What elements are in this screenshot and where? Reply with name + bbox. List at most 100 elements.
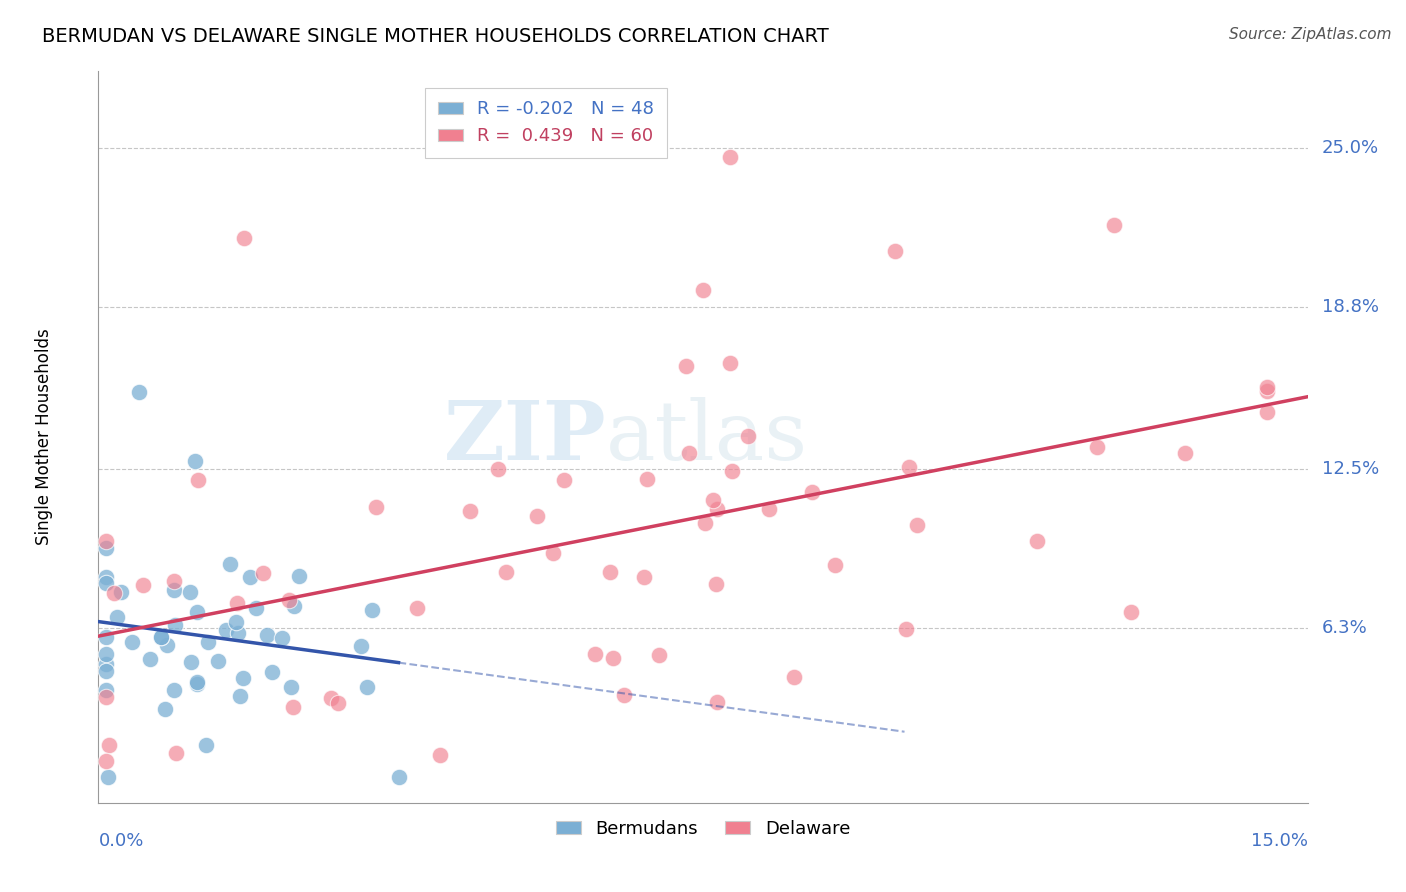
Point <box>356 681 378 695</box>
Point <box>693 516 716 531</box>
Point <box>245 600 267 615</box>
Point <box>1026 534 1049 549</box>
Point <box>232 671 254 685</box>
Point <box>96 657 118 671</box>
Point <box>718 356 741 370</box>
Text: Single Mother Households: Single Mother Households <box>35 329 53 545</box>
Point <box>361 603 384 617</box>
Point <box>647 648 669 662</box>
Point <box>121 635 143 649</box>
Legend: Bermudans, Delaware: Bermudans, Delaware <box>548 813 858 845</box>
Point <box>737 429 759 443</box>
Point <box>1256 404 1278 418</box>
Point <box>271 632 294 646</box>
Point <box>256 628 278 642</box>
Point <box>692 283 714 297</box>
Point <box>156 638 179 652</box>
Point <box>132 578 155 592</box>
Point <box>163 618 186 632</box>
Text: atlas: atlas <box>606 397 808 477</box>
Point <box>165 746 187 760</box>
Point <box>553 473 575 487</box>
Point <box>228 626 250 640</box>
Point <box>150 630 173 644</box>
Point <box>458 504 481 518</box>
Point <box>1256 384 1278 398</box>
Text: 6.3%: 6.3% <box>1322 619 1368 637</box>
Point <box>187 473 209 487</box>
Point <box>321 690 343 705</box>
Point <box>179 584 201 599</box>
Point <box>429 747 451 762</box>
Point <box>96 570 118 584</box>
Point <box>1085 441 1108 455</box>
Point <box>98 738 121 752</box>
Point <box>226 597 249 611</box>
Point <box>180 655 202 669</box>
Point <box>894 623 917 637</box>
Point <box>800 484 823 499</box>
Point <box>228 689 250 703</box>
Point <box>252 566 274 580</box>
Point <box>718 150 741 164</box>
Point <box>406 601 429 615</box>
Point <box>602 650 624 665</box>
Point <box>720 464 742 478</box>
Point <box>613 688 636 702</box>
Point <box>702 492 724 507</box>
Point <box>281 699 304 714</box>
Point <box>1174 446 1197 460</box>
Point <box>197 635 219 649</box>
Point <box>364 500 387 515</box>
Text: 12.5%: 12.5% <box>1322 460 1379 478</box>
Point <box>163 682 186 697</box>
Text: 18.8%: 18.8% <box>1322 299 1379 317</box>
Point <box>153 701 176 715</box>
Point <box>207 654 229 668</box>
Point <box>277 593 299 607</box>
Point <box>163 574 186 588</box>
Point <box>907 517 929 532</box>
Point <box>704 577 727 591</box>
Point <box>96 541 118 555</box>
Point <box>260 665 283 679</box>
Point <box>486 462 509 476</box>
Point <box>1256 379 1278 393</box>
Point <box>96 630 118 644</box>
Point <box>225 615 247 630</box>
Point <box>150 630 173 644</box>
Text: ZIP: ZIP <box>444 397 606 477</box>
Point <box>194 738 217 752</box>
Point <box>288 569 311 583</box>
Point <box>678 446 700 460</box>
Point <box>541 546 564 560</box>
Point <box>186 674 208 689</box>
Text: 0.0%: 0.0% <box>98 832 143 850</box>
Point <box>186 605 208 619</box>
Point <box>1102 219 1125 233</box>
Point <box>128 385 150 400</box>
Text: Source: ZipAtlas.com: Source: ZipAtlas.com <box>1229 27 1392 42</box>
Point <box>706 695 728 709</box>
Point <box>526 508 548 523</box>
Point <box>96 690 118 704</box>
Text: BERMUDAN VS DELAWARE SINGLE MOTHER HOUSEHOLDS CORRELATION CHART: BERMUDAN VS DELAWARE SINGLE MOTHER HOUSE… <box>42 27 830 45</box>
Point <box>96 683 118 698</box>
Point <box>884 244 907 259</box>
Text: 15.0%: 15.0% <box>1250 832 1308 850</box>
Point <box>97 770 120 784</box>
Point <box>599 566 621 580</box>
Point <box>103 586 125 600</box>
Point <box>184 454 207 468</box>
Point <box>387 770 409 784</box>
Point <box>1121 605 1143 619</box>
Point <box>239 570 262 584</box>
Point <box>96 664 118 678</box>
Point <box>280 680 302 694</box>
Text: 25.0%: 25.0% <box>1322 139 1379 157</box>
Point <box>758 501 780 516</box>
Point <box>96 755 118 769</box>
Point <box>215 623 238 637</box>
Point <box>186 676 208 690</box>
Point <box>96 533 118 548</box>
